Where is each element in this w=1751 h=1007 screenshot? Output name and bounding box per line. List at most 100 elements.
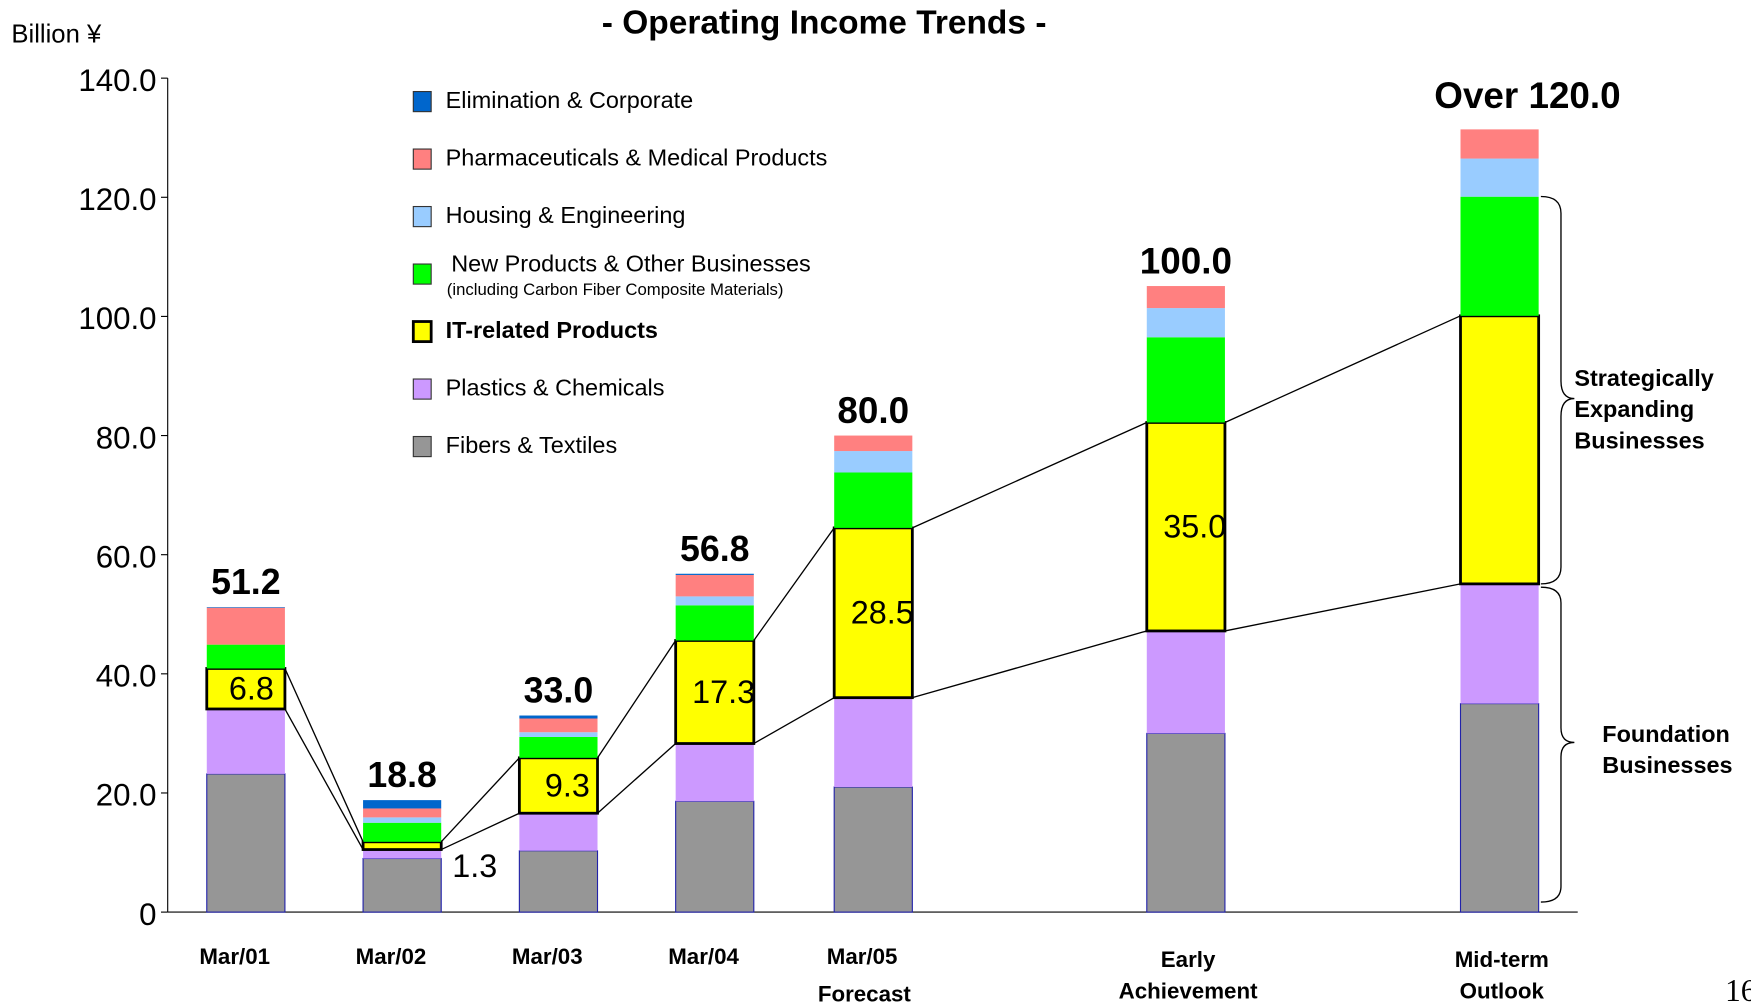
y-tick-label: 60.0 bbox=[96, 539, 157, 574]
bar-segment bbox=[519, 736, 598, 758]
connector bbox=[440, 757, 520, 843]
data-label: 17.3 bbox=[692, 674, 755, 710]
bar-segment bbox=[519, 715, 598, 719]
y-tick-label: 140.0 bbox=[78, 63, 156, 98]
connector bbox=[597, 743, 677, 814]
bar-segment bbox=[1146, 308, 1225, 338]
y-tick-label: 100.0 bbox=[78, 301, 156, 336]
total-label: 56.8 bbox=[680, 529, 750, 569]
bar-segment bbox=[518, 850, 599, 913]
x-tick-label: Mar/02 bbox=[356, 944, 427, 969]
legend-label: Elimination & Corporate bbox=[446, 87, 694, 113]
bar-segment bbox=[1460, 196, 1539, 316]
connector bbox=[912, 421, 1148, 529]
y-axis-label: Billion ¥ bbox=[11, 21, 102, 49]
x-tick-label: Achievement bbox=[1119, 978, 1258, 1003]
x-tick-label: Mar/05 bbox=[827, 944, 898, 969]
data-label: 9.3 bbox=[545, 767, 590, 803]
connector bbox=[1224, 583, 1461, 632]
x-tick-label: Mar/04 bbox=[668, 944, 739, 969]
connector bbox=[1224, 315, 1461, 424]
bar-segment bbox=[675, 743, 754, 802]
bracket bbox=[1540, 195, 1575, 585]
data-label: 28.5 bbox=[851, 595, 914, 631]
connector bbox=[284, 668, 364, 843]
legend-note: (including Carbon Fiber Composite Materi… bbox=[447, 280, 784, 299]
bar-segment bbox=[362, 857, 442, 913]
y-tick-label: 120.0 bbox=[78, 182, 156, 217]
legend-label: Fibers & Textiles bbox=[446, 432, 618, 458]
x-tick-label: Early bbox=[1161, 947, 1216, 972]
bar-segment bbox=[832, 526, 914, 700]
bar-segment bbox=[363, 800, 442, 809]
y-tick-label: 0 bbox=[139, 897, 156, 932]
bar-segment bbox=[675, 605, 754, 641]
annotation: Expanding bbox=[1574, 396, 1694, 422]
connector bbox=[440, 812, 520, 851]
annotation: Businesses bbox=[1602, 752, 1732, 778]
bar-segment bbox=[519, 718, 598, 733]
connector bbox=[596, 640, 677, 759]
bar-segment bbox=[1146, 630, 1225, 734]
data-label: 35.0 bbox=[1163, 508, 1226, 544]
data-label: 1.3 bbox=[452, 848, 497, 884]
bar-segment bbox=[517, 756, 599, 815]
bar-segment bbox=[834, 697, 913, 788]
bar-segment bbox=[833, 786, 913, 913]
bar-segment bbox=[1146, 732, 1226, 913]
legend-label: Plastics & Chemicals bbox=[446, 374, 665, 400]
bar-segment bbox=[1460, 158, 1539, 197]
bar-segment bbox=[206, 607, 285, 608]
legend-swatch bbox=[412, 378, 432, 400]
y-tick-label: 20.0 bbox=[96, 778, 157, 813]
bar-segment bbox=[363, 817, 442, 823]
bar-segment bbox=[519, 732, 598, 737]
y-tick-label: 40.0 bbox=[96, 659, 157, 694]
legend-swatch bbox=[411, 320, 433, 344]
bar-segment bbox=[363, 849, 442, 859]
bar-segment bbox=[206, 773, 286, 913]
y-tick-label: 80.0 bbox=[96, 420, 157, 455]
total-label: 18.8 bbox=[367, 755, 437, 795]
connector bbox=[912, 630, 1147, 699]
legend-swatch bbox=[412, 205, 432, 228]
legend-swatch bbox=[412, 148, 432, 170]
bar-segment bbox=[1459, 314, 1541, 586]
bar-segment bbox=[675, 800, 755, 913]
total-label: 51.2 bbox=[211, 562, 281, 602]
total-label: 33.0 bbox=[524, 671, 594, 711]
bar-segment bbox=[206, 644, 285, 669]
bar-segment bbox=[1460, 583, 1539, 704]
total-label: 100.0 bbox=[1140, 240, 1232, 281]
bar-segment bbox=[363, 822, 442, 842]
bar-segment bbox=[206, 708, 285, 774]
bar-segment bbox=[1146, 337, 1225, 423]
x-tick-label: Outlook bbox=[1460, 978, 1545, 1003]
legend-label: IT-related Products bbox=[446, 317, 658, 343]
bar-segment bbox=[834, 451, 913, 473]
bar-segment bbox=[1459, 703, 1540, 913]
connector bbox=[284, 708, 364, 850]
bar-segment bbox=[1146, 286, 1225, 309]
connector bbox=[753, 697, 835, 745]
total-label: 80.0 bbox=[837, 390, 909, 431]
x-tick-label: Mar/03 bbox=[512, 944, 583, 969]
bar-segment bbox=[206, 607, 285, 645]
annotation: Strategically bbox=[1574, 365, 1713, 391]
annotation: Businesses bbox=[1574, 427, 1704, 453]
legend-label: New Products & Other Businesses bbox=[451, 250, 811, 276]
legend-label: Pharmaceuticals & Medical Products bbox=[446, 144, 828, 170]
legend-swatch bbox=[412, 435, 432, 458]
bar-segment bbox=[363, 808, 442, 818]
x-tick-label: Mid-term bbox=[1455, 947, 1549, 972]
bar-segment bbox=[1460, 129, 1539, 159]
bar-segment bbox=[675, 574, 754, 597]
bracket bbox=[1540, 586, 1575, 903]
chart-title: - Operating Income Trends - bbox=[602, 4, 1047, 41]
annotation: Foundation bbox=[1602, 721, 1730, 747]
data-label: 6.8 bbox=[229, 671, 274, 707]
total-label: Over 120.0 bbox=[1434, 75, 1620, 116]
legend-label: Housing & Engineering bbox=[446, 202, 686, 228]
bar-segment bbox=[834, 472, 913, 528]
